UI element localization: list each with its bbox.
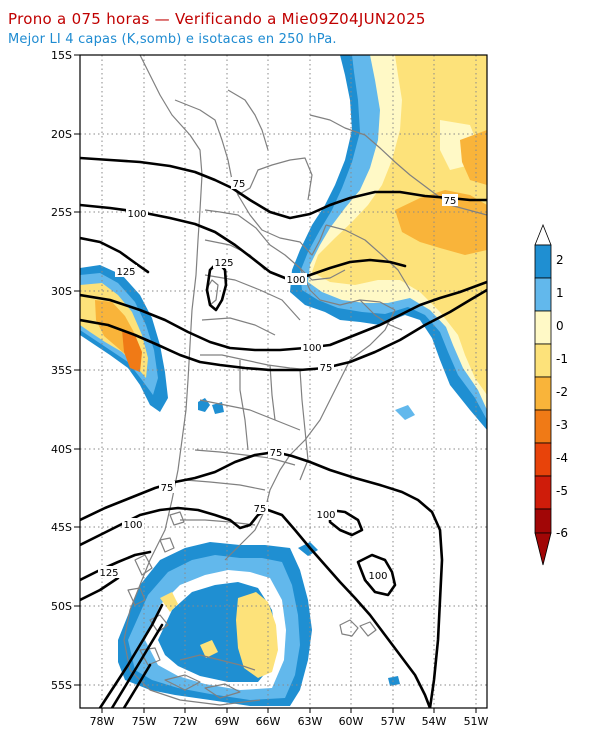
lat-label: 35S — [51, 364, 72, 377]
isotach-label: 100 — [316, 510, 335, 521]
colorbar — [534, 223, 552, 566]
lat-label: 55S — [51, 679, 72, 692]
li-shade-west-deep — [122, 330, 142, 372]
lon-label: 51W — [464, 715, 489, 728]
colorbar-label: -1 — [556, 352, 568, 366]
longitude-labels: 78W 75W 72W 69W 66W 63W 60W 57W 54W 51W — [90, 715, 489, 728]
isotach-labels: 75 100 125 125 100 100 75 75 75 100 125 … — [98, 177, 458, 582]
lat-label: 25S — [51, 206, 72, 219]
colorbar-label: -2 — [556, 385, 568, 399]
colorbar-swatch — [534, 475, 552, 510]
colorbar-swatch — [534, 310, 552, 345]
lon-label: 78W — [90, 715, 115, 728]
isotach-label: 100 — [368, 571, 387, 582]
colorbar-swatch — [534, 244, 552, 279]
lon-label: 57W — [381, 715, 406, 728]
map-title: Prono a 075 horas — Verificando a Mie09Z… — [8, 10, 426, 28]
lat-label: 15S — [51, 49, 72, 62]
isotach-label: 125 — [214, 258, 233, 269]
colorbar-label: 0 — [556, 319, 564, 333]
isotach-label: 75 — [161, 483, 174, 494]
latitude-labels: 15S 20S 25S 30S 35S 40S 45S 50S 55S — [51, 49, 72, 692]
isotach-label: 125 — [99, 568, 118, 579]
map-frame — [79, 54, 488, 709]
colorbar-swatch — [534, 442, 552, 477]
lon-label: 66W — [256, 715, 281, 728]
isotach-label: 100 — [286, 275, 305, 286]
map-subtitle: Mejor LI 4 capas (K,somb) e isotacas en … — [8, 32, 337, 47]
isotach-label: 75 — [254, 504, 267, 515]
colorbar-bottom-arrow — [534, 532, 552, 566]
isotach-label: 100 — [127, 209, 146, 220]
colorbar-top-arrow — [534, 223, 552, 246]
colorbar-swatch — [534, 376, 552, 411]
colorbar-label: -5 — [556, 484, 568, 498]
colorbar-label: -6 — [556, 526, 568, 540]
isotach-label: 75 — [444, 196, 457, 207]
isotach-label: 100 — [302, 343, 321, 354]
lon-label: 54W — [422, 715, 447, 728]
isotach-label: 75 — [233, 179, 246, 190]
lat-label: 50S — [51, 600, 72, 613]
isotach-label: 75 — [270, 448, 283, 459]
colorbar-label: 1 — [556, 286, 564, 300]
isotach-lines — [80, 156, 487, 708]
axis-ticks — [74, 54, 477, 713]
lon-label: 69W — [215, 715, 240, 728]
lon-label: 63W — [298, 715, 323, 728]
colorbar-label: 2 — [556, 253, 564, 267]
li-shade-northeast-deep — [395, 190, 487, 255]
isotach-label: 125 — [116, 267, 135, 278]
colorbar-label: -4 — [556, 451, 568, 465]
colorbar-labels: 2 1 0 -1 -2 -3 -4 -5 -6 — [556, 253, 568, 540]
colorbar-swatch — [534, 508, 552, 534]
lon-label: 75W — [132, 715, 157, 728]
colorbar-swatch — [534, 277, 552, 312]
lat-label: 30S — [51, 285, 72, 298]
isotach-label: 100 — [123, 520, 142, 531]
lat-label: 40S — [51, 443, 72, 456]
lat-label: 45S — [51, 521, 72, 534]
lon-label: 60W — [339, 715, 364, 728]
colorbar-swatch — [534, 343, 552, 378]
colorbar-label: -3 — [556, 418, 568, 432]
lat-label: 20S — [51, 128, 72, 141]
isotach-label: 75 — [320, 363, 333, 374]
colorbar-swatch — [534, 409, 552, 444]
lon-label: 72W — [173, 715, 198, 728]
